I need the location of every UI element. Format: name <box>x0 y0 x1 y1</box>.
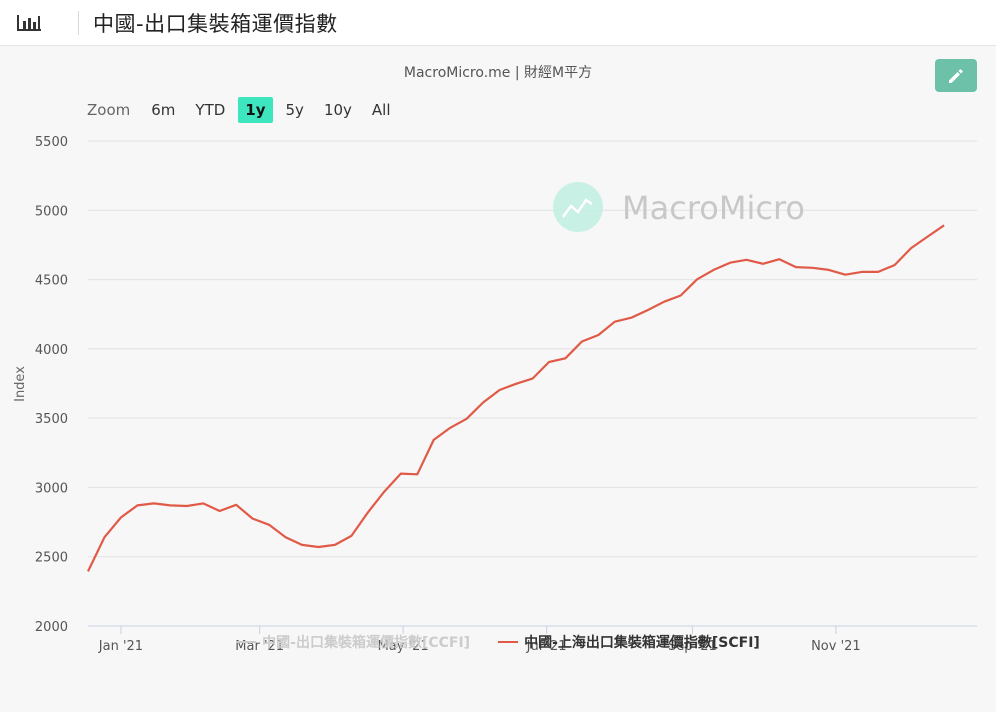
y-axis-label: Index <box>13 366 28 402</box>
zoom-all-button[interactable]: All <box>371 101 391 119</box>
x-tick-label: Nov '21 <box>811 639 861 654</box>
y-tick-label: 5500 <box>35 135 68 150</box>
page-header: 中國-出口集裝箱運價指數 <box>0 0 996 46</box>
zoom-ytd-button[interactable]: YTD <box>195 101 226 119</box>
y-tick-label: 4000 <box>35 343 68 358</box>
zoom-1y-button[interactable]: 1y <box>238 97 273 123</box>
y-tick-label: 2000 <box>35 620 68 635</box>
series-line-scfi[interactable] <box>87 224 945 572</box>
x-tick-label: Jan '21 <box>98 639 143 654</box>
y-tick-label: 5000 <box>35 204 68 219</box>
y-tick-label: 3000 <box>35 481 68 496</box>
x-tick-label: Sep '21 <box>668 639 717 654</box>
y-tick-label: 2500 <box>35 551 68 566</box>
y-tick-label: 4500 <box>35 274 68 289</box>
zoom-selector: Zoom 6m YTD 1y 5y 10y All <box>87 97 404 123</box>
y-tick-label: 3500 <box>35 412 68 427</box>
legend-swatch-scfi <box>498 641 519 643</box>
bar-chart-icon[interactable] <box>14 11 44 35</box>
legend-label-scfi: 中國-上海出口集裝箱運價指數[SCFI] <box>524 635 760 651</box>
series-layer <box>87 224 945 572</box>
chart-legend: 中國-出口集裝箱運價指數[CCFI] 中國-上海出口集裝箱運價指數[SCFI] <box>0 632 996 652</box>
chart-grid <box>88 140 977 627</box>
watermark-logo-line-icon <box>561 198 593 218</box>
chart-panel: MacroMicro.me | 財經M平方 Zoom 6m YTD 1y 5y … <box>0 47 996 712</box>
zoom-label: Zoom <box>87 101 131 119</box>
legend-label-ccfi: 中國-出口集裝箱運價指數[CCFI] <box>262 635 471 651</box>
watermark-text: MacroMicro <box>622 189 805 227</box>
macromicro-watermark: MacroMicro <box>553 182 805 232</box>
watermark-logo-icon <box>553 182 603 232</box>
header-divider <box>78 10 79 35</box>
x-tick-label: Jul '21 <box>526 639 567 654</box>
legend-swatch-ccfi <box>236 641 257 643</box>
x-tick-label: May '21 <box>378 639 429 654</box>
legend-item-ccfi[interactable]: 中國-出口集裝箱運價指數[CCFI] <box>236 632 470 652</box>
chart-source: MacroMicro.me | 財經M平方 <box>403 65 593 81</box>
x-axis: Jan '21 Mar '21 May '21 Jul '21 Sep '21 Nov '… <box>88 625 977 654</box>
zoom-5y-button[interactable]: 5y <box>285 101 304 119</box>
zoom-6m-button[interactable]: 6m <box>151 101 176 119</box>
edit-button[interactable] <box>935 59 977 92</box>
pencil-icon <box>949 68 963 83</box>
legend-item-scfi[interactable]: 中國-上海出口集裝箱運價指數[SCFI] <box>498 632 760 652</box>
page-title: 中國-出口集裝箱運價指數 <box>93 11 338 36</box>
zoom-10y-button[interactable]: 10y <box>323 101 352 119</box>
y-axis: 2000 2500 3000 3500 4000 4500 5000 5500 <box>35 135 68 635</box>
